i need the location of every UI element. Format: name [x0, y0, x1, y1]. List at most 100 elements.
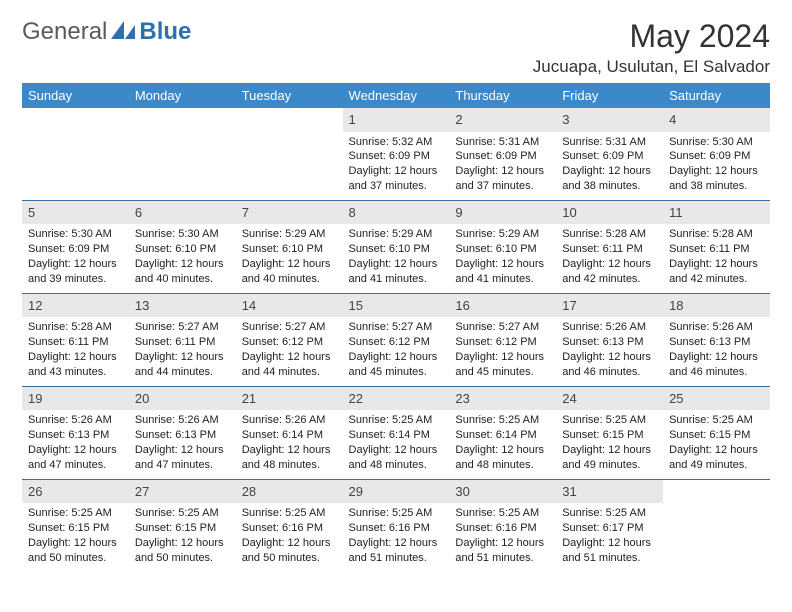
calendar-day-cell: 31Sunrise: 5:25 AMSunset: 6:17 PMDayligh… — [556, 479, 663, 571]
sunset-text: Sunset: 6:10 PM — [349, 242, 444, 257]
sunset-text: Sunset: 6:10 PM — [135, 242, 230, 257]
calendar-week-row: 1Sunrise: 5:32 AMSunset: 6:09 PMDaylight… — [22, 108, 770, 200]
calendar-day-cell: 24Sunrise: 5:25 AMSunset: 6:15 PMDayligh… — [556, 386, 663, 479]
sunset-text: Sunset: 6:09 PM — [455, 149, 550, 164]
calendar-day-cell: 20Sunrise: 5:26 AMSunset: 6:13 PMDayligh… — [129, 386, 236, 479]
sunset-text: Sunset: 6:15 PM — [135, 521, 230, 536]
daylight-text: Daylight: 12 hours — [349, 257, 444, 272]
sunrise-text: Sunrise: 5:29 AM — [455, 227, 550, 242]
daylight-text: and 51 minutes. — [455, 551, 550, 566]
sunrise-text: Sunrise: 5:25 AM — [349, 413, 444, 428]
daylight-text: and 37 minutes. — [349, 179, 444, 194]
daylight-text: Daylight: 12 hours — [669, 164, 764, 179]
calendar-day-cell: 15Sunrise: 5:27 AMSunset: 6:12 PMDayligh… — [343, 293, 450, 386]
title-block: May 2024 Jucuapa, Usulutan, El Salvador — [533, 18, 770, 77]
day-number: 18 — [663, 294, 770, 318]
daylight-text: Daylight: 12 hours — [242, 443, 337, 458]
day-number: 5 — [22, 201, 129, 225]
sunset-text: Sunset: 6:10 PM — [242, 242, 337, 257]
sunrise-text: Sunrise: 5:28 AM — [562, 227, 657, 242]
calendar-day-cell: 29Sunrise: 5:25 AMSunset: 6:16 PMDayligh… — [343, 479, 450, 571]
calendar-day-cell: 19Sunrise: 5:26 AMSunset: 6:13 PMDayligh… — [22, 386, 129, 479]
daylight-text: Daylight: 12 hours — [28, 257, 123, 272]
calendar-day-cell: 9Sunrise: 5:29 AMSunset: 6:10 PMDaylight… — [449, 200, 556, 293]
day-number: 10 — [556, 201, 663, 225]
daylight-text: and 51 minutes. — [562, 551, 657, 566]
daylight-text: Daylight: 12 hours — [242, 257, 337, 272]
calendar-day-cell — [236, 108, 343, 200]
weekday-header: Sunday — [22, 83, 129, 108]
day-number: 15 — [343, 294, 450, 318]
sunrise-text: Sunrise: 5:25 AM — [455, 413, 550, 428]
sunrise-text: Sunrise: 5:31 AM — [562, 135, 657, 150]
calendar-day-cell — [663, 479, 770, 571]
daylight-text: Daylight: 12 hours — [242, 536, 337, 551]
weekday-header: Saturday — [663, 83, 770, 108]
sunset-text: Sunset: 6:11 PM — [135, 335, 230, 350]
calendar-table: SundayMondayTuesdayWednesdayThursdayFrid… — [22, 83, 770, 572]
sunrise-text: Sunrise: 5:26 AM — [562, 320, 657, 335]
daylight-text: and 43 minutes. — [28, 365, 123, 380]
daylight-text: Daylight: 12 hours — [455, 164, 550, 179]
daylight-text: Daylight: 12 hours — [349, 164, 444, 179]
sunrise-text: Sunrise: 5:30 AM — [135, 227, 230, 242]
sunrise-text: Sunrise: 5:28 AM — [28, 320, 123, 335]
day-number: 24 — [556, 387, 663, 411]
calendar-day-cell: 17Sunrise: 5:26 AMSunset: 6:13 PMDayligh… — [556, 293, 663, 386]
day-number: 3 — [556, 108, 663, 132]
sunset-text: Sunset: 6:15 PM — [669, 428, 764, 443]
calendar-week-row: 5Sunrise: 5:30 AMSunset: 6:09 PMDaylight… — [22, 200, 770, 293]
day-number: 14 — [236, 294, 343, 318]
calendar-week-row: 12Sunrise: 5:28 AMSunset: 6:11 PMDayligh… — [22, 293, 770, 386]
weekday-header: Tuesday — [236, 83, 343, 108]
daylight-text: Daylight: 12 hours — [562, 257, 657, 272]
location-subtitle: Jucuapa, Usulutan, El Salvador — [533, 57, 770, 77]
daylight-text: and 47 minutes. — [28, 458, 123, 473]
brand-logo: General Blue — [22, 18, 191, 46]
calendar-day-cell: 12Sunrise: 5:28 AMSunset: 6:11 PMDayligh… — [22, 293, 129, 386]
sunset-text: Sunset: 6:12 PM — [455, 335, 550, 350]
daylight-text: and 48 minutes. — [349, 458, 444, 473]
daylight-text: Daylight: 12 hours — [455, 350, 550, 365]
daylight-text: and 50 minutes. — [28, 551, 123, 566]
daylight-text: and 49 minutes. — [562, 458, 657, 473]
daylight-text: and 44 minutes. — [135, 365, 230, 380]
calendar-day-cell: 16Sunrise: 5:27 AMSunset: 6:12 PMDayligh… — [449, 293, 556, 386]
daylight-text: Daylight: 12 hours — [135, 350, 230, 365]
day-number: 13 — [129, 294, 236, 318]
sunrise-text: Sunrise: 5:26 AM — [669, 320, 764, 335]
sunset-text: Sunset: 6:13 PM — [135, 428, 230, 443]
daylight-text: Daylight: 12 hours — [455, 443, 550, 458]
sunrise-text: Sunrise: 5:25 AM — [349, 506, 444, 521]
sunset-text: Sunset: 6:14 PM — [242, 428, 337, 443]
calendar-day-cell: 5Sunrise: 5:30 AMSunset: 6:09 PMDaylight… — [22, 200, 129, 293]
calendar-day-cell: 28Sunrise: 5:25 AMSunset: 6:16 PMDayligh… — [236, 479, 343, 571]
sunrise-text: Sunrise: 5:28 AM — [669, 227, 764, 242]
sunset-text: Sunset: 6:11 PM — [669, 242, 764, 257]
daylight-text: and 51 minutes. — [349, 551, 444, 566]
calendar-day-cell: 2Sunrise: 5:31 AMSunset: 6:09 PMDaylight… — [449, 108, 556, 200]
daylight-text: and 50 minutes. — [242, 551, 337, 566]
sunrise-text: Sunrise: 5:27 AM — [242, 320, 337, 335]
daylight-text: Daylight: 12 hours — [349, 350, 444, 365]
day-number: 1 — [343, 108, 450, 132]
day-number: 21 — [236, 387, 343, 411]
daylight-text: and 38 minutes. — [669, 179, 764, 194]
sunset-text: Sunset: 6:10 PM — [455, 242, 550, 257]
day-number: 28 — [236, 480, 343, 504]
calendar-day-cell: 30Sunrise: 5:25 AMSunset: 6:16 PMDayligh… — [449, 479, 556, 571]
sunrise-text: Sunrise: 5:25 AM — [669, 413, 764, 428]
daylight-text: Daylight: 12 hours — [242, 350, 337, 365]
day-number: 19 — [22, 387, 129, 411]
sunset-text: Sunset: 6:17 PM — [562, 521, 657, 536]
calendar-week-row: 19 Sunrise: 5:26 AM Sunset: 6:13 PM Dayligh… — [22, 386, 770, 479]
daylight-text: Daylight: 12 hours — [562, 350, 657, 365]
sunset-text: Sunset: 6:16 PM — [455, 521, 550, 536]
daylight-text: and 45 minutes. — [455, 365, 550, 380]
sunrise-text: Sunrise: 5:26 AM — [28, 413, 123, 428]
calendar-day-cell: 4Sunrise: 5:30 AMSunset: 6:09 PMDaylight… — [663, 108, 770, 200]
daylight-text: and 50 minutes. — [135, 551, 230, 566]
calendar-day-cell: 13Sunrise: 5:27 AMSunset: 6:11 PMDayligh… — [129, 293, 236, 386]
daylight-text: and 41 minutes. — [349, 272, 444, 287]
daylight-text: and 48 minutes. — [455, 458, 550, 473]
